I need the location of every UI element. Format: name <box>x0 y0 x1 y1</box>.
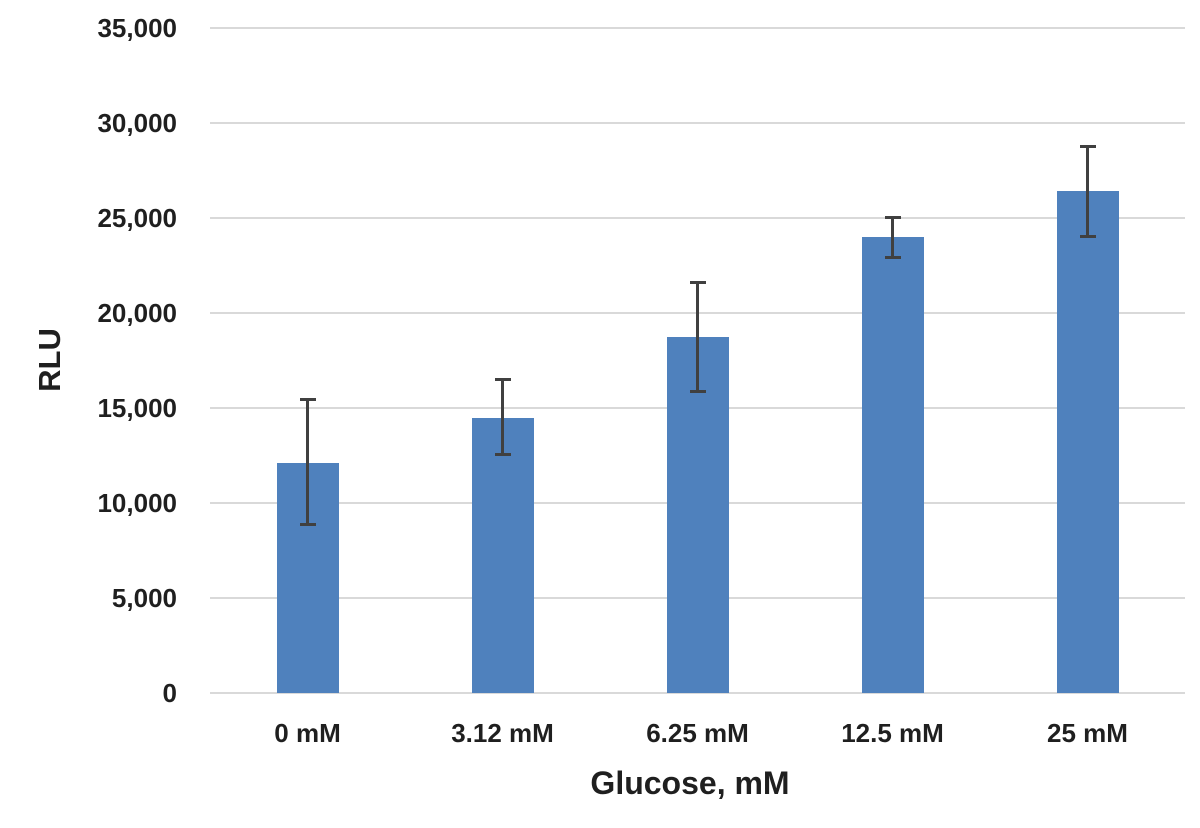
error-bar-top-cap <box>884 216 901 219</box>
y-tick-label: 0 <box>162 678 177 708</box>
error-bar-top-cap <box>494 378 511 382</box>
error-bar-line <box>501 380 504 454</box>
y-tick-label: 15,000 <box>97 393 177 423</box>
gridline <box>210 692 1185 694</box>
y-tick-label: 20,000 <box>97 298 177 328</box>
error-bar-line <box>1086 146 1089 237</box>
y-tick-label: 5,000 <box>111 583 177 613</box>
gridline <box>210 122 1185 124</box>
error-bar-bottom-cap <box>1079 235 1096 239</box>
error-bar-bottom-cap <box>884 255 901 259</box>
y-tick-label: 25,000 <box>97 203 177 233</box>
x-tick-label: 6.25 mM <box>646 718 749 748</box>
x-tick-label: 0 mM <box>274 718 341 748</box>
bar <box>666 336 729 693</box>
x-axis-title: Glucose, mM <box>590 765 790 801</box>
error-bar-top-cap <box>1079 144 1096 148</box>
error-bar-line <box>306 400 309 524</box>
x-tick-label: 3.12 mM <box>451 718 554 748</box>
error-bar-top-cap <box>299 398 316 402</box>
x-tick-label: 12.5 mM <box>841 718 944 748</box>
error-bar-bottom-cap <box>494 452 511 456</box>
gridline <box>210 27 1185 29</box>
y-tick-label: 30,000 <box>97 108 177 138</box>
error-bar-top-cap <box>689 280 706 284</box>
y-tick-label: 10,000 <box>97 488 177 518</box>
error-bar-bottom-cap <box>689 389 706 393</box>
bar <box>1056 191 1119 693</box>
error-bar-line <box>891 218 894 257</box>
error-bar-bottom-cap <box>299 522 316 526</box>
gridline <box>210 217 1185 219</box>
y-tick-label: 35,000 <box>97 13 177 43</box>
bar <box>471 417 534 693</box>
error-bar-line <box>696 282 699 391</box>
bar <box>861 237 924 693</box>
x-tick-label: 25 mM <box>1047 718 1128 748</box>
